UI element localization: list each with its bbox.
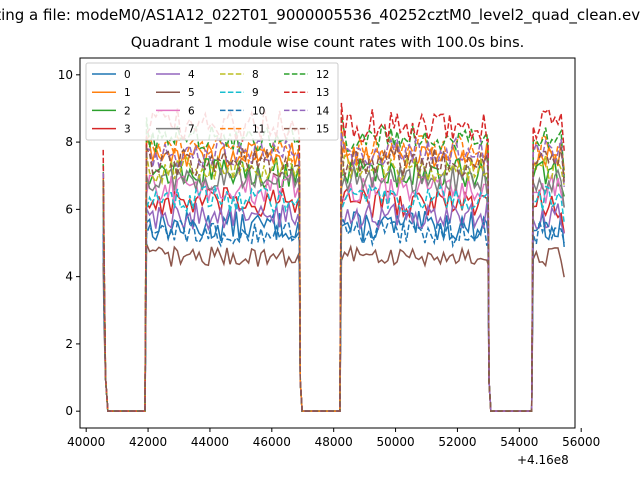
series-line-7 <box>102 164 565 412</box>
series-line-10 <box>102 215 565 412</box>
legend-label-9: 9 <box>252 87 259 99</box>
y-axis: 0 2 4 6 8 10 <box>58 68 80 418</box>
legend-label-7: 7 <box>188 124 195 136</box>
series-line-0 <box>102 210 565 412</box>
legend-label-5: 5 <box>188 87 195 99</box>
x-tick-label: 46000 <box>253 435 291 449</box>
legend-label-6: 6 <box>188 105 195 117</box>
legend-label-8: 8 <box>252 69 259 81</box>
x-offset-label: +4.16e8 <box>517 453 569 467</box>
series-line-5 <box>102 243 565 412</box>
y-tick-label: 2 <box>65 337 73 351</box>
series-line-13 <box>102 102 565 412</box>
legend-label-12: 12 <box>316 69 329 81</box>
legend-label-13: 13 <box>316 87 329 99</box>
legend-label-4: 4 <box>188 69 195 81</box>
series-line-9 <box>102 183 565 412</box>
series-line-3 <box>102 186 565 412</box>
chart-title: Quadrant 1 module wise count rates with … <box>130 35 525 51</box>
figure-suptitle: Plotting a file: modeM0/AS1A12_022T01_90… <box>0 6 640 24</box>
series-line-8 <box>102 153 565 412</box>
y-tick-label: 4 <box>65 270 73 284</box>
y-tick-label: 10 <box>58 68 73 82</box>
x-tick-label: 40000 <box>67 435 105 449</box>
x-tick-label: 50000 <box>376 435 414 449</box>
series-line-14 <box>102 133 565 412</box>
x-axis: 40000 42000 44000 46000 48000 50000 52000 54000… <box>67 428 600 449</box>
x-tick-label: 52000 <box>438 435 476 449</box>
legend-label-14: 14 <box>316 105 330 117</box>
series-line-15 <box>102 144 565 412</box>
y-tick-label: 8 <box>65 135 73 149</box>
legend-label-15: 15 <box>316 124 329 136</box>
y-tick-label: 6 <box>65 202 73 216</box>
x-tick-label: 48000 <box>315 435 353 449</box>
legend-label-10: 10 <box>252 105 265 117</box>
legend-label-3: 3 <box>124 124 131 136</box>
legend-label-0: 0 <box>124 69 131 81</box>
legend-box <box>85 62 339 141</box>
axes-frame <box>79 57 576 429</box>
x-tick-label: 56000 <box>562 435 600 449</box>
series-line-11 <box>102 125 565 412</box>
legend-label-11: 11 <box>252 124 265 136</box>
series-layer <box>102 102 565 412</box>
x-tick-label: 42000 <box>129 435 167 449</box>
legend-label-1: 1 <box>124 87 131 99</box>
legend-label-2: 2 <box>124 105 131 117</box>
y-tick-label: 0 <box>65 404 73 418</box>
x-tick-label: 44000 <box>191 435 229 449</box>
x-tick-label: 54000 <box>500 435 538 449</box>
